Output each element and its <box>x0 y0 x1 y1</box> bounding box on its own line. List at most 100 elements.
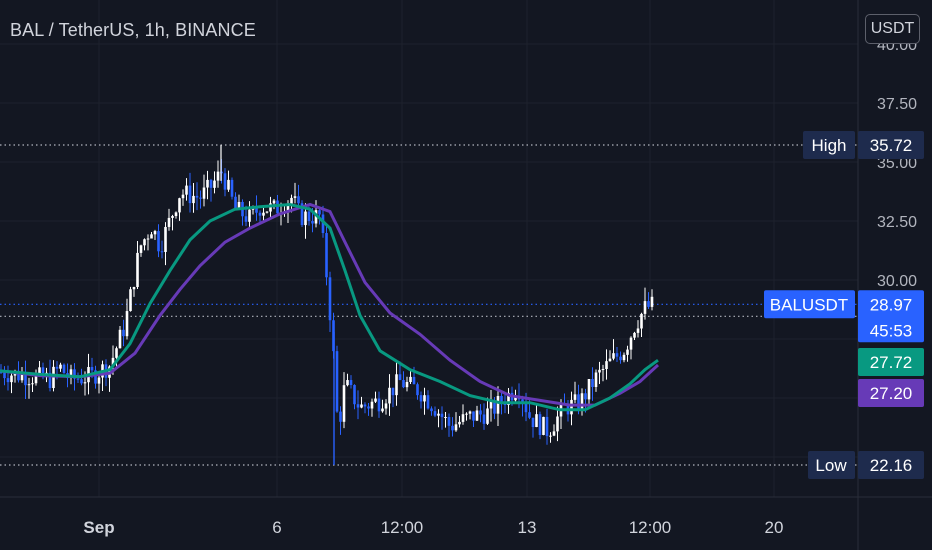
candle <box>542 416 545 436</box>
candle <box>160 240 164 259</box>
ma-fast-tag-text: 27.72 <box>870 353 913 372</box>
candle <box>433 406 437 418</box>
candle <box>622 352 626 363</box>
candle <box>195 182 199 211</box>
candle-body <box>433 411 437 416</box>
candle-body <box>272 200 276 204</box>
candle-body <box>461 414 465 422</box>
candle-body <box>192 195 195 204</box>
candle-body <box>521 399 524 404</box>
candle-body <box>594 372 598 387</box>
candle <box>465 412 468 421</box>
candle <box>405 376 409 392</box>
candle-body <box>328 277 332 321</box>
candle-body <box>409 376 412 383</box>
candle-body <box>447 417 451 426</box>
candle <box>206 170 209 200</box>
candle <box>181 189 185 206</box>
candle-body <box>622 354 626 361</box>
candle <box>549 432 552 443</box>
candle <box>136 240 139 290</box>
low-value-tag-text: 22.16 <box>870 456 913 475</box>
candle-body <box>31 383 34 385</box>
candles <box>0 145 654 466</box>
candle <box>342 372 346 429</box>
candle-body <box>185 185 188 195</box>
candle <box>619 351 622 364</box>
x-tick-label: 12:00 <box>629 518 672 537</box>
x-tick-label: 20 <box>765 518 784 537</box>
candle-body <box>76 378 80 380</box>
candle-body <box>262 212 265 216</box>
candle-body <box>244 216 248 222</box>
candle-body <box>38 367 41 374</box>
candle <box>535 404 538 428</box>
candle <box>521 395 524 417</box>
symbol-tag-bg <box>764 290 855 319</box>
candle-body <box>69 369 73 379</box>
candle <box>402 371 405 389</box>
candle-body <box>381 408 384 412</box>
candle <box>608 350 612 362</box>
candle-body <box>181 194 185 199</box>
candle-body <box>416 384 419 396</box>
candle-body <box>339 411 342 422</box>
candle-body <box>440 413 444 418</box>
candle <box>24 360 27 399</box>
candle-body <box>412 376 416 385</box>
candle-body <box>388 387 391 404</box>
candle-body <box>430 408 433 412</box>
candle-body <box>549 435 552 437</box>
candle <box>59 362 62 372</box>
candle-body <box>612 353 615 359</box>
candle <box>440 406 444 430</box>
candle <box>202 174 206 207</box>
candle <box>31 377 34 392</box>
candle <box>496 386 500 426</box>
candle-body <box>426 395 430 409</box>
candle-body <box>157 231 160 252</box>
candle-body <box>363 404 367 407</box>
candle <box>605 349 608 380</box>
y-tick-label: 35.00 <box>877 155 917 172</box>
candle-body <box>349 380 353 386</box>
low-value-tag-bg <box>858 451 924 480</box>
candle-body <box>234 196 237 209</box>
countdown-value: 45:53 <box>870 321 913 340</box>
currency-button[interactable]: USDT <box>865 14 920 44</box>
candle <box>300 200 304 227</box>
candle-body <box>202 187 206 199</box>
candle-body <box>531 417 535 428</box>
candle-body <box>650 296 654 307</box>
candle-body <box>605 361 608 370</box>
candle <box>237 194 241 210</box>
candle <box>430 406 433 416</box>
candle-body <box>556 416 559 432</box>
candle <box>384 399 388 415</box>
low-label-tag-text: Low <box>815 456 847 475</box>
candle-body <box>255 208 258 213</box>
candle-body <box>356 404 360 408</box>
candle-body <box>216 171 220 181</box>
x-tick-label: 13 <box>518 518 537 537</box>
candle-body <box>139 245 143 253</box>
last-price-value: 28.97 <box>870 295 913 314</box>
candle <box>146 234 150 251</box>
candle <box>612 339 615 361</box>
candle <box>475 405 479 422</box>
candle-body <box>230 179 234 197</box>
candle <box>367 403 370 416</box>
candle-body <box>573 394 577 400</box>
candle <box>10 371 13 394</box>
low-label-tag: Low <box>808 451 855 480</box>
candle <box>391 387 395 408</box>
candle-body <box>598 369 601 373</box>
candle <box>269 196 272 220</box>
candle <box>118 326 122 349</box>
candle-body <box>48 372 52 389</box>
candle <box>647 292 650 309</box>
candle-body <box>626 349 629 355</box>
candle-body <box>528 412 531 418</box>
candle <box>213 171 216 194</box>
